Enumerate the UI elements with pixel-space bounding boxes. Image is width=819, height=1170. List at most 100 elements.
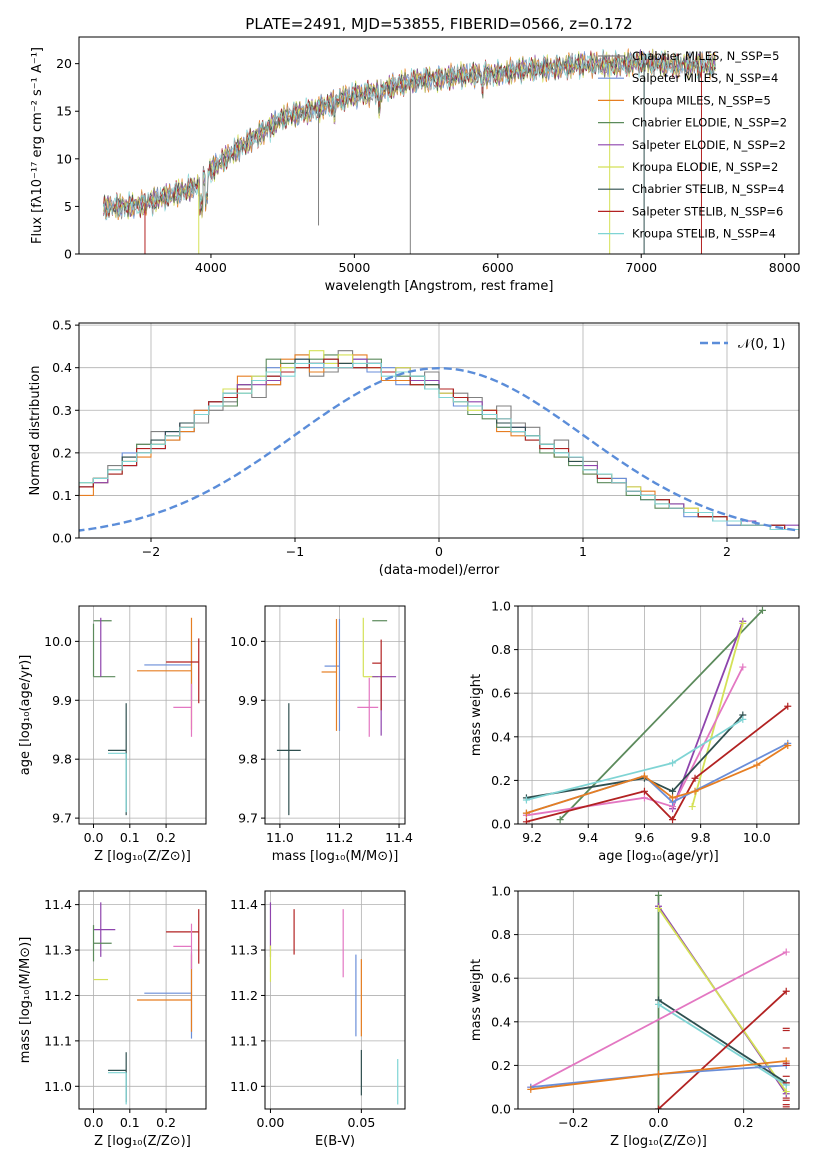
plot-area xyxy=(276,617,397,816)
series-marker xyxy=(655,1000,662,1008)
x-tick-label: −2 xyxy=(142,544,160,559)
plot-area xyxy=(522,606,792,824)
series-marker xyxy=(691,774,699,782)
data-point xyxy=(166,638,200,704)
x-axis-label: E(B-V) xyxy=(315,1134,355,1149)
x-axis-label: Z [log₁₀(Z/Z⊙)] xyxy=(94,1134,191,1149)
panel-age-vs-mass: 11.0 11.2 11.4 9.7 9.8 9.9 10.0 mass [log₁₀(M/M… xyxy=(230,605,413,864)
series-line xyxy=(657,907,787,1093)
series-line xyxy=(530,951,787,1088)
y-tick-label: 9.8 xyxy=(238,752,258,767)
histogram-step xyxy=(79,358,799,531)
x-tick-label: 9.2 xyxy=(522,830,542,845)
y-tick-label: 0.0 xyxy=(491,1102,511,1117)
x-tick-label: 6000 xyxy=(482,260,514,275)
x-tick-label: 0.0 xyxy=(84,1115,104,1130)
series-line xyxy=(526,744,789,814)
series-marker xyxy=(784,702,792,710)
series-marker xyxy=(669,794,677,802)
x-tick-label: 0.0 xyxy=(84,830,104,845)
y-tick-label: 20 xyxy=(56,56,72,71)
y-axis-label: mass [log₁₀(M/M⊙)] xyxy=(18,937,33,1064)
y-tick-label: 1.0 xyxy=(491,599,511,614)
spectrum-line xyxy=(103,50,716,221)
legend: 𝒩(0, 1) xyxy=(700,337,785,352)
spectrum-line xyxy=(103,50,716,219)
legend-label: Chabrier MILES, N_SSP=5 xyxy=(632,49,779,63)
y-tick-label: 11.4 xyxy=(44,897,72,912)
y-tick-label: 9.9 xyxy=(238,693,258,708)
series-line xyxy=(559,609,764,821)
y-tick-label: 11.1 xyxy=(230,1033,258,1048)
series-marker xyxy=(782,1088,790,1096)
series-marker xyxy=(522,818,530,824)
x-tick-label: 0.2 xyxy=(156,830,176,845)
x-tick-label: 8000 xyxy=(769,260,801,275)
panel-spectrum: Chabrier MILES, N_SSP=5 Salpeter MILES, N… xyxy=(30,36,801,294)
x-tick-label: 7000 xyxy=(625,260,657,275)
y-tick-label: 11.3 xyxy=(44,943,72,958)
y-tick-label: 0.6 xyxy=(491,686,511,701)
x-tick-label: 0 xyxy=(435,544,443,559)
y-tick-label: 11.0 xyxy=(230,1079,258,1094)
series-marker xyxy=(669,759,677,767)
x-tick-label: 0.0 xyxy=(649,1115,669,1130)
x-axis-label: Z [log₁₀(Z/Z⊙)] xyxy=(610,1134,707,1149)
series-marker xyxy=(739,715,747,723)
y-tick-label: 0.8 xyxy=(491,927,511,942)
y-tick-label: 0.2 xyxy=(491,773,511,788)
histogram-step xyxy=(79,358,799,531)
x-tick-label: −0.2 xyxy=(558,1115,588,1130)
series-marker xyxy=(655,1070,662,1078)
histogram-step xyxy=(79,350,799,531)
series-marker xyxy=(655,904,662,912)
series-line xyxy=(691,623,744,807)
histogram-step xyxy=(79,350,799,531)
series-marker xyxy=(556,816,564,824)
x-tick-label: 11.2 xyxy=(326,830,354,845)
histogram-step xyxy=(79,354,799,535)
x-tick-label: −1 xyxy=(286,544,304,559)
x-tick-label: 0.05 xyxy=(347,1115,375,1130)
series-marker xyxy=(669,787,677,795)
series-marker xyxy=(522,796,530,804)
y-tick-label: 11.0 xyxy=(44,1079,72,1094)
series-marker xyxy=(655,891,662,899)
y-tick-label: 0.2 xyxy=(52,445,72,460)
y-tick-label: 0.4 xyxy=(491,729,511,744)
legend-label: Salpeter ELODIE, N_SSP=2 xyxy=(632,138,786,152)
legend-label: 𝒩(0, 1) xyxy=(738,337,785,352)
data-point xyxy=(276,703,301,816)
panel-mass-vs-Z: 0.0 0.1 0.2 11.0 11.1 11.2 11.3 11.4 Z [log₁₀(Z/… xyxy=(18,890,207,1149)
y-tick-label: 11.4 xyxy=(230,897,258,912)
panel-residuals: 𝒩(0, 1) −2 −1 0 1 2 0.0 0.1 0.2 0.3 0.4 0.5 (data-mo… xyxy=(28,318,800,578)
legend-label: Salpeter MILES, N_SSP=4 xyxy=(632,71,778,85)
x-tick-label: 11.0 xyxy=(266,830,294,845)
y-tick-label: 11.3 xyxy=(230,943,258,958)
spectrum-line xyxy=(103,48,716,221)
x-tick-label: 0.2 xyxy=(734,1115,754,1130)
histogram-step xyxy=(79,354,799,535)
spectrum-line xyxy=(103,48,716,220)
y-tick-label: 10.0 xyxy=(44,634,72,649)
y-axis-label: Flux [fλ10⁻¹⁷ erg cm⁻² s⁻¹ A⁻¹] xyxy=(30,47,45,244)
y-tick-label: 0.8 xyxy=(491,642,511,657)
data-point xyxy=(137,617,193,730)
series-marker xyxy=(782,948,790,956)
data-point xyxy=(324,618,341,731)
y-tick-label: 10.0 xyxy=(230,634,258,649)
y-tick-label: 0.2 xyxy=(491,1058,511,1073)
panel-mass-vs-ebv: 0.00 0.05 11.0 11.1 11.2 11.3 11.4 E(B-V) xyxy=(230,890,406,1149)
data-point xyxy=(108,1052,127,1103)
plot-area xyxy=(79,350,799,535)
legend: Chabrier MILES, N_SSP=5 Salpeter MILES, N… xyxy=(598,49,787,241)
data-point xyxy=(92,925,112,962)
series-marker xyxy=(758,606,766,614)
y-tick-label: 11.2 xyxy=(230,988,258,1003)
series-marker xyxy=(739,619,747,627)
legend-label: Salpeter STELIB, N_SSP=6 xyxy=(632,204,783,218)
series-marker xyxy=(691,787,699,795)
series-marker xyxy=(782,987,790,995)
histogram-step xyxy=(79,358,799,531)
